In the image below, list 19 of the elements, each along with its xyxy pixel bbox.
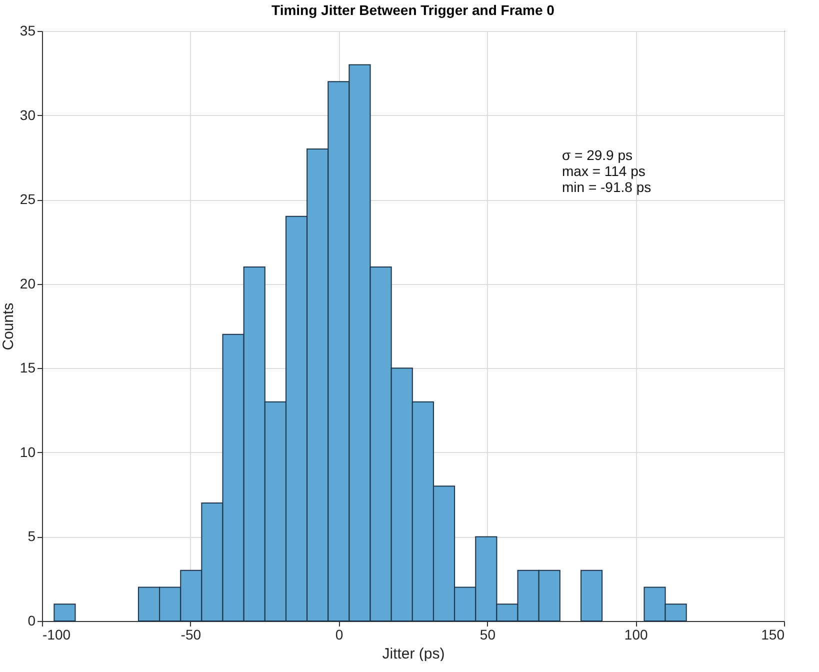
y-tick-label: 0 <box>28 612 36 628</box>
annotation: min = -91.8 ps <box>562 179 652 195</box>
y-tick-label: 10 <box>20 444 36 460</box>
y-tick-label: 5 <box>28 528 36 544</box>
annotation: max = 114 ps <box>562 163 646 179</box>
y-axis-title: Counts <box>0 302 17 350</box>
x-tick-label: 50 <box>480 626 496 642</box>
x-tick-label: -100 <box>42 626 71 642</box>
chart-title: Timing Jitter Between Trigger and Frame 0 <box>272 2 555 18</box>
y-tick-label: 25 <box>20 191 36 208</box>
x-tick-label: 100 <box>624 626 648 642</box>
x-tick-label: 0 <box>335 626 344 642</box>
annotation: σ = 29.9 ps <box>562 147 633 163</box>
y-tick-label: 30 <box>20 106 36 123</box>
y-tick-label: 35 <box>20 22 36 38</box>
y-tick-label: 20 <box>20 275 36 292</box>
y-tick-label: 15 <box>20 360 36 376</box>
x-tick-label: -50 <box>180 626 202 642</box>
x-tick-label: 150 <box>761 626 785 642</box>
